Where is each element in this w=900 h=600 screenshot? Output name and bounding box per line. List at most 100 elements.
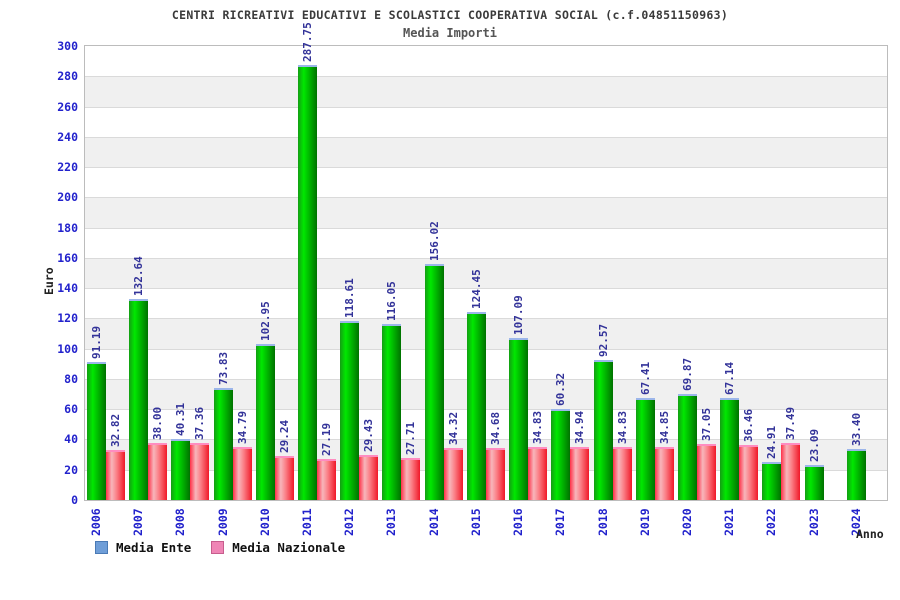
bar-media-ente-2007[interactable] — [129, 299, 149, 500]
bar-media-ente-2023[interactable] — [804, 465, 824, 500]
bar-media-nazionale-2007[interactable] — [148, 442, 168, 500]
bar-media-ente-2024[interactable] — [846, 449, 866, 500]
media-nazionale-swatch-icon — [211, 541, 225, 554]
bar-media-ente-2010[interactable] — [255, 344, 275, 500]
legend-label: Media Ente — [116, 540, 192, 555]
x-tick-label: 2018 — [595, 508, 610, 536]
y-tick-label: 0 — [71, 493, 78, 507]
x-tick-label: 2020 — [679, 508, 694, 536]
bar-value-label: 102.95 — [258, 301, 272, 342]
gridline — [85, 288, 887, 290]
bar-media-nazionale-2019[interactable] — [654, 447, 674, 500]
y-tick-label: 240 — [57, 129, 78, 144]
plot-band — [85, 257, 887, 289]
gridline — [85, 106, 887, 108]
gridline — [85, 227, 887, 229]
bar-media-nazionale-2011[interactable] — [317, 458, 337, 500]
bar-value-label: 67.41 — [638, 361, 652, 395]
bar-value-label: 37.05 — [699, 407, 713, 441]
bar-value-label: 116.05 — [385, 281, 399, 322]
bar-media-ente-2011[interactable] — [298, 64, 318, 500]
y-tick-label: 220 — [57, 160, 78, 175]
bar-value-label: 36.46 — [742, 408, 756, 442]
bar-media-ente-2014[interactable] — [424, 263, 444, 500]
bar-value-label: 29.43 — [362, 419, 376, 453]
bar-media-nazionale-2008[interactable] — [190, 443, 210, 500]
bar-media-nazionale-2012[interactable] — [359, 455, 379, 500]
plot-band — [85, 136, 887, 168]
gridline — [85, 439, 887, 441]
bar-media-nazionale-2010[interactable] — [274, 455, 294, 500]
legend-item-media-nazionale[interactable]: Media Nazionale — [211, 540, 345, 555]
bar-media-nazionale-2009[interactable] — [232, 447, 252, 500]
y-tick-label: 20 — [64, 462, 78, 477]
x-tick-label: 2007 — [131, 508, 146, 536]
bar-media-ente-2019[interactable] — [635, 398, 655, 500]
x-tick-label: 2022 — [764, 508, 779, 536]
bar-value-label: 38.00 — [151, 406, 165, 440]
bar-media-ente-2020[interactable] — [677, 394, 697, 500]
bar-value-label: 156.02 — [427, 221, 441, 261]
x-tick-label: 2019 — [637, 508, 652, 536]
bar-value-label: 24.91 — [765, 426, 779, 460]
gridline — [85, 348, 887, 350]
y-tick-label: 100 — [57, 341, 78, 356]
bar-media-nazionale-2015[interactable] — [485, 447, 505, 500]
bar-media-nazionale-2017[interactable] — [570, 447, 590, 500]
bar-value-label: 287.75 — [301, 21, 315, 62]
x-tick-label: 2014 — [426, 508, 441, 536]
y-tick-label: 60 — [64, 402, 78, 417]
bar-value-label: 23.09 — [807, 428, 821, 463]
bar-value-label: 107.09 — [512, 295, 526, 335]
bar-media-nazionale-2013[interactable] — [401, 458, 421, 500]
y-tick-label: 200 — [57, 190, 78, 205]
bar-media-nazionale-2022[interactable] — [781, 443, 801, 500]
bar-value-label: 69.87 — [680, 358, 694, 392]
gridline — [85, 76, 887, 78]
bar-value-label: 32.82 — [109, 414, 122, 448]
bar-value-label: 27.19 — [320, 422, 334, 456]
bar-value-label: 37.36 — [193, 407, 207, 441]
bar-media-nazionale-2021[interactable] — [739, 444, 759, 500]
bar-media-ente-2015[interactable] — [466, 311, 486, 500]
y-tick-label: 160 — [57, 250, 78, 265]
bar-media-ente-2006[interactable] — [87, 362, 106, 500]
bar-media-ente-2022[interactable] — [762, 462, 782, 500]
bar-media-nazionale-2014[interactable] — [443, 448, 463, 500]
x-tick-label: 2009 — [215, 508, 230, 536]
chart-title: CENTRI RICREATIVI EDUCATIVI E SCOLASTICI… — [171, 8, 729, 22]
gridline — [85, 167, 887, 169]
bar-media-ente-2008[interactable] — [171, 439, 191, 500]
bar-value-label: 118.61 — [343, 277, 357, 318]
bar-media-nazionale-2018[interactable] — [612, 447, 632, 500]
bar-media-ente-2017[interactable] — [551, 408, 571, 500]
bar-value-label: 34.32 — [446, 411, 460, 446]
bar-value-label: 34.79 — [235, 411, 249, 445]
bar-media-nazionale-2020[interactable] — [696, 443, 716, 500]
bar-media-ente-2013[interactable] — [382, 324, 402, 500]
x-tick-label: 2013 — [384, 508, 399, 536]
y-tick-label: 300 — [57, 39, 78, 53]
legend-item-media-ente[interactable]: Media Ente — [95, 540, 191, 555]
gridline — [85, 409, 887, 411]
bar-value-label: 91.19 — [90, 325, 103, 359]
bar-media-nazionale-2006[interactable] — [106, 450, 125, 500]
bar-value-label: 34.83 — [531, 411, 545, 445]
x-tick-label: 2023 — [806, 508, 821, 536]
media-ente-swatch-icon — [95, 541, 108, 554]
bar-media-ente-2016[interactable] — [509, 337, 529, 500]
plot-band — [85, 197, 887, 228]
bar-value-label: 34.68 — [488, 411, 502, 445]
x-tick-label: 2015 — [468, 508, 483, 536]
plot-area: 91.19 132.64 40.31 73.83 102.95 287.75 118.61 1… — [84, 22, 888, 536]
gridline — [85, 318, 887, 320]
y-tick-label: 40 — [64, 432, 78, 447]
bar-media-nazionale-2016[interactable] — [528, 447, 548, 500]
bar-media-ente-2018[interactable] — [593, 359, 613, 500]
y-tick-label: 280 — [57, 69, 78, 84]
bar-media-ente-2021[interactable] — [720, 398, 740, 500]
bar-media-ente-2012[interactable] — [340, 320, 360, 500]
x-tick-label: 2012 — [342, 508, 357, 536]
y-tick-label: 180 — [57, 220, 78, 235]
bar-media-ente-2009[interactable] — [213, 388, 233, 500]
